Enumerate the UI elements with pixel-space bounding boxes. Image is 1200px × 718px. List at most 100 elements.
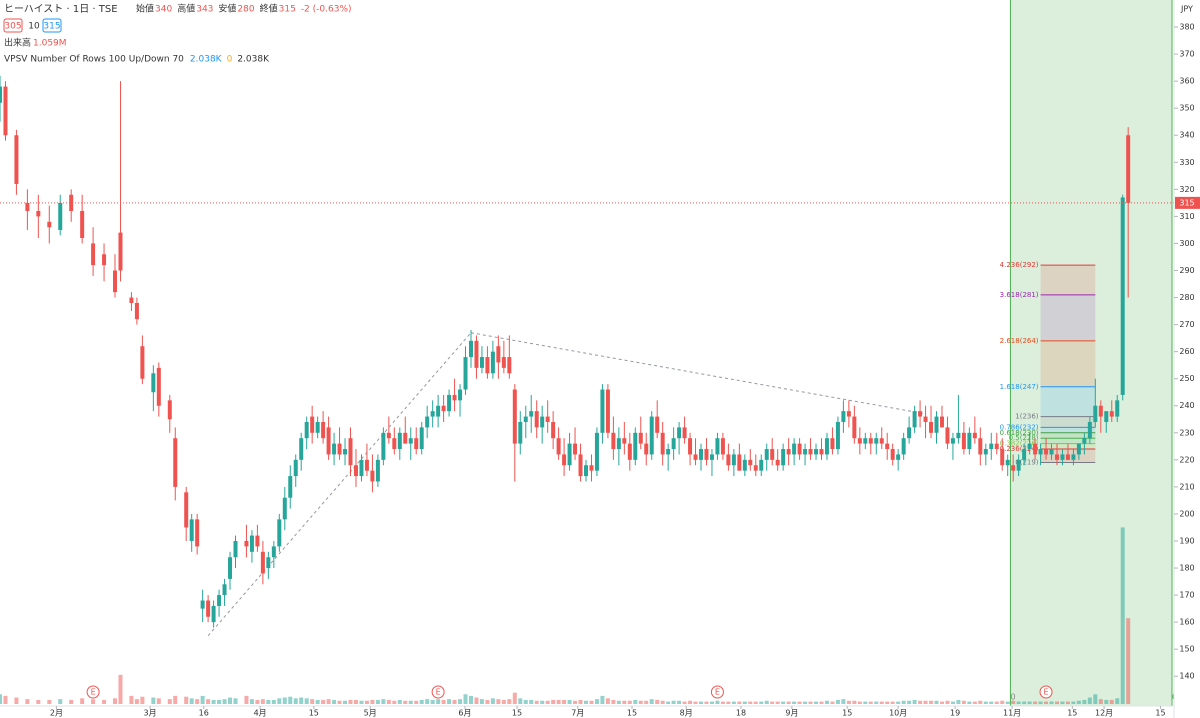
volume-bar: [343, 700, 348, 704]
toolbar-box[interactable]: [3, 18, 23, 33]
toolbar-value[interactable]: 305: [4, 22, 21, 32]
candle-body: [616, 438, 621, 450]
fib-zone: [1040, 340, 1096, 387]
candle-body: [233, 540, 238, 558]
candle-body: [956, 432, 961, 439]
volume-bar: [1000, 700, 1005, 704]
volume-bar: [507, 699, 512, 704]
volume-bar: [304, 698, 309, 704]
ohlc-value: 343: [196, 5, 213, 15]
y-tick-label: 150: [1179, 645, 1194, 654]
volume-bar: [841, 699, 846, 704]
volume-bar: [1033, 701, 1038, 704]
candle-body: [211, 605, 216, 623]
volume-bar: [961, 700, 966, 704]
candle-body: [1033, 443, 1038, 455]
fib-zone: [1040, 265, 1096, 295]
earnings-label: E: [1044, 688, 1049, 697]
candle-body: [715, 438, 720, 455]
candle-body: [868, 438, 873, 444]
candle-body: [222, 584, 227, 596]
candle-body: [857, 438, 862, 444]
candle-body: [753, 465, 758, 471]
candle-body: [666, 449, 671, 455]
candle-body: [814, 449, 819, 455]
volume-bar: [129, 695, 134, 704]
ohlc-label: 始値: [136, 3, 154, 15]
candle-body: [819, 449, 824, 455]
volume-bar: [939, 701, 944, 704]
volume-bar: [666, 701, 671, 704]
volume-bar: [474, 697, 479, 704]
volume-value: 1.059M: [33, 39, 67, 49]
volume-bar: [1060, 701, 1065, 704]
candle-body: [556, 438, 561, 455]
volume-bar: [184, 696, 189, 704]
x-tick-label: 16: [199, 709, 209, 718]
volume-bar: [545, 700, 550, 704]
y-tick-label: 340: [1179, 131, 1194, 140]
volume-bar: [255, 699, 260, 704]
volume-bar: [759, 701, 764, 704]
volume-bar: [277, 698, 282, 704]
volume-bar: [556, 699, 561, 704]
volume-bar: [447, 699, 452, 704]
toolbar-value[interactable]: 315: [43, 22, 60, 32]
volume-bar: [978, 700, 983, 704]
fib-label: 4.236(292): [1000, 261, 1039, 269]
trendline: [470, 332, 926, 415]
candle-body: [830, 438, 835, 450]
volume-bar: [364, 700, 369, 704]
candle-body: [567, 443, 572, 466]
x-tick-label: 12月: [1095, 709, 1113, 718]
volume-bar: [682, 701, 687, 704]
x-tick-label: 10月: [889, 709, 907, 718]
y-tick-label: 380: [1179, 23, 1194, 32]
toolbar-box[interactable]: [42, 18, 62, 33]
volume-bar: [151, 697, 156, 704]
volume-bar: [573, 700, 578, 704]
volume-bar: [167, 699, 172, 704]
volume-bar: [91, 699, 96, 704]
price-tag-label: 315: [1179, 198, 1194, 207]
candle-body: [529, 411, 534, 417]
volume-bar: [485, 699, 490, 704]
change: -2 (-0.63%): [301, 5, 352, 15]
candle-body: [217, 595, 222, 606]
candle-body: [255, 535, 260, 547]
volume-bar: [200, 695, 205, 704]
candle-body: [228, 557, 233, 579]
candle-body: [627, 443, 632, 460]
volume-bar: [156, 698, 161, 704]
candle-body: [1115, 400, 1120, 417]
volume-bar: [1093, 694, 1098, 704]
fib-label: 0(219): [1015, 459, 1039, 467]
toolbar-value[interactable]: 10: [28, 22, 40, 32]
candle-body: [644, 443, 649, 455]
volume-bar: [195, 699, 200, 704]
volume-bar: [1098, 699, 1103, 704]
trendline: [207, 332, 472, 636]
volume-bar: [912, 699, 917, 704]
volume-bar: [386, 699, 391, 704]
candle-body: [36, 210, 41, 217]
volume-bar: [989, 701, 994, 704]
candle-body: [3, 86, 8, 136]
volume-bar: [468, 695, 473, 704]
symbol-title: ヒーハイスト · 1日 · TSE: [4, 3, 118, 15]
candle-body: [551, 421, 556, 439]
volume-bar: [857, 701, 862, 704]
volume-bar: [731, 701, 736, 704]
candle-body: [310, 416, 315, 433]
currency: JPY: [1180, 5, 1193, 14]
volume-bar: [36, 699, 41, 704]
volume-bar: [392, 700, 397, 704]
candle-body: [353, 465, 358, 477]
candle-body: [458, 389, 463, 401]
candle-body: [189, 519, 194, 541]
volume-bar: [633, 699, 638, 704]
volume-bar: [551, 699, 556, 704]
candle-body: [797, 443, 802, 455]
candle-body: [578, 454, 583, 477]
candle-body: [397, 432, 402, 450]
